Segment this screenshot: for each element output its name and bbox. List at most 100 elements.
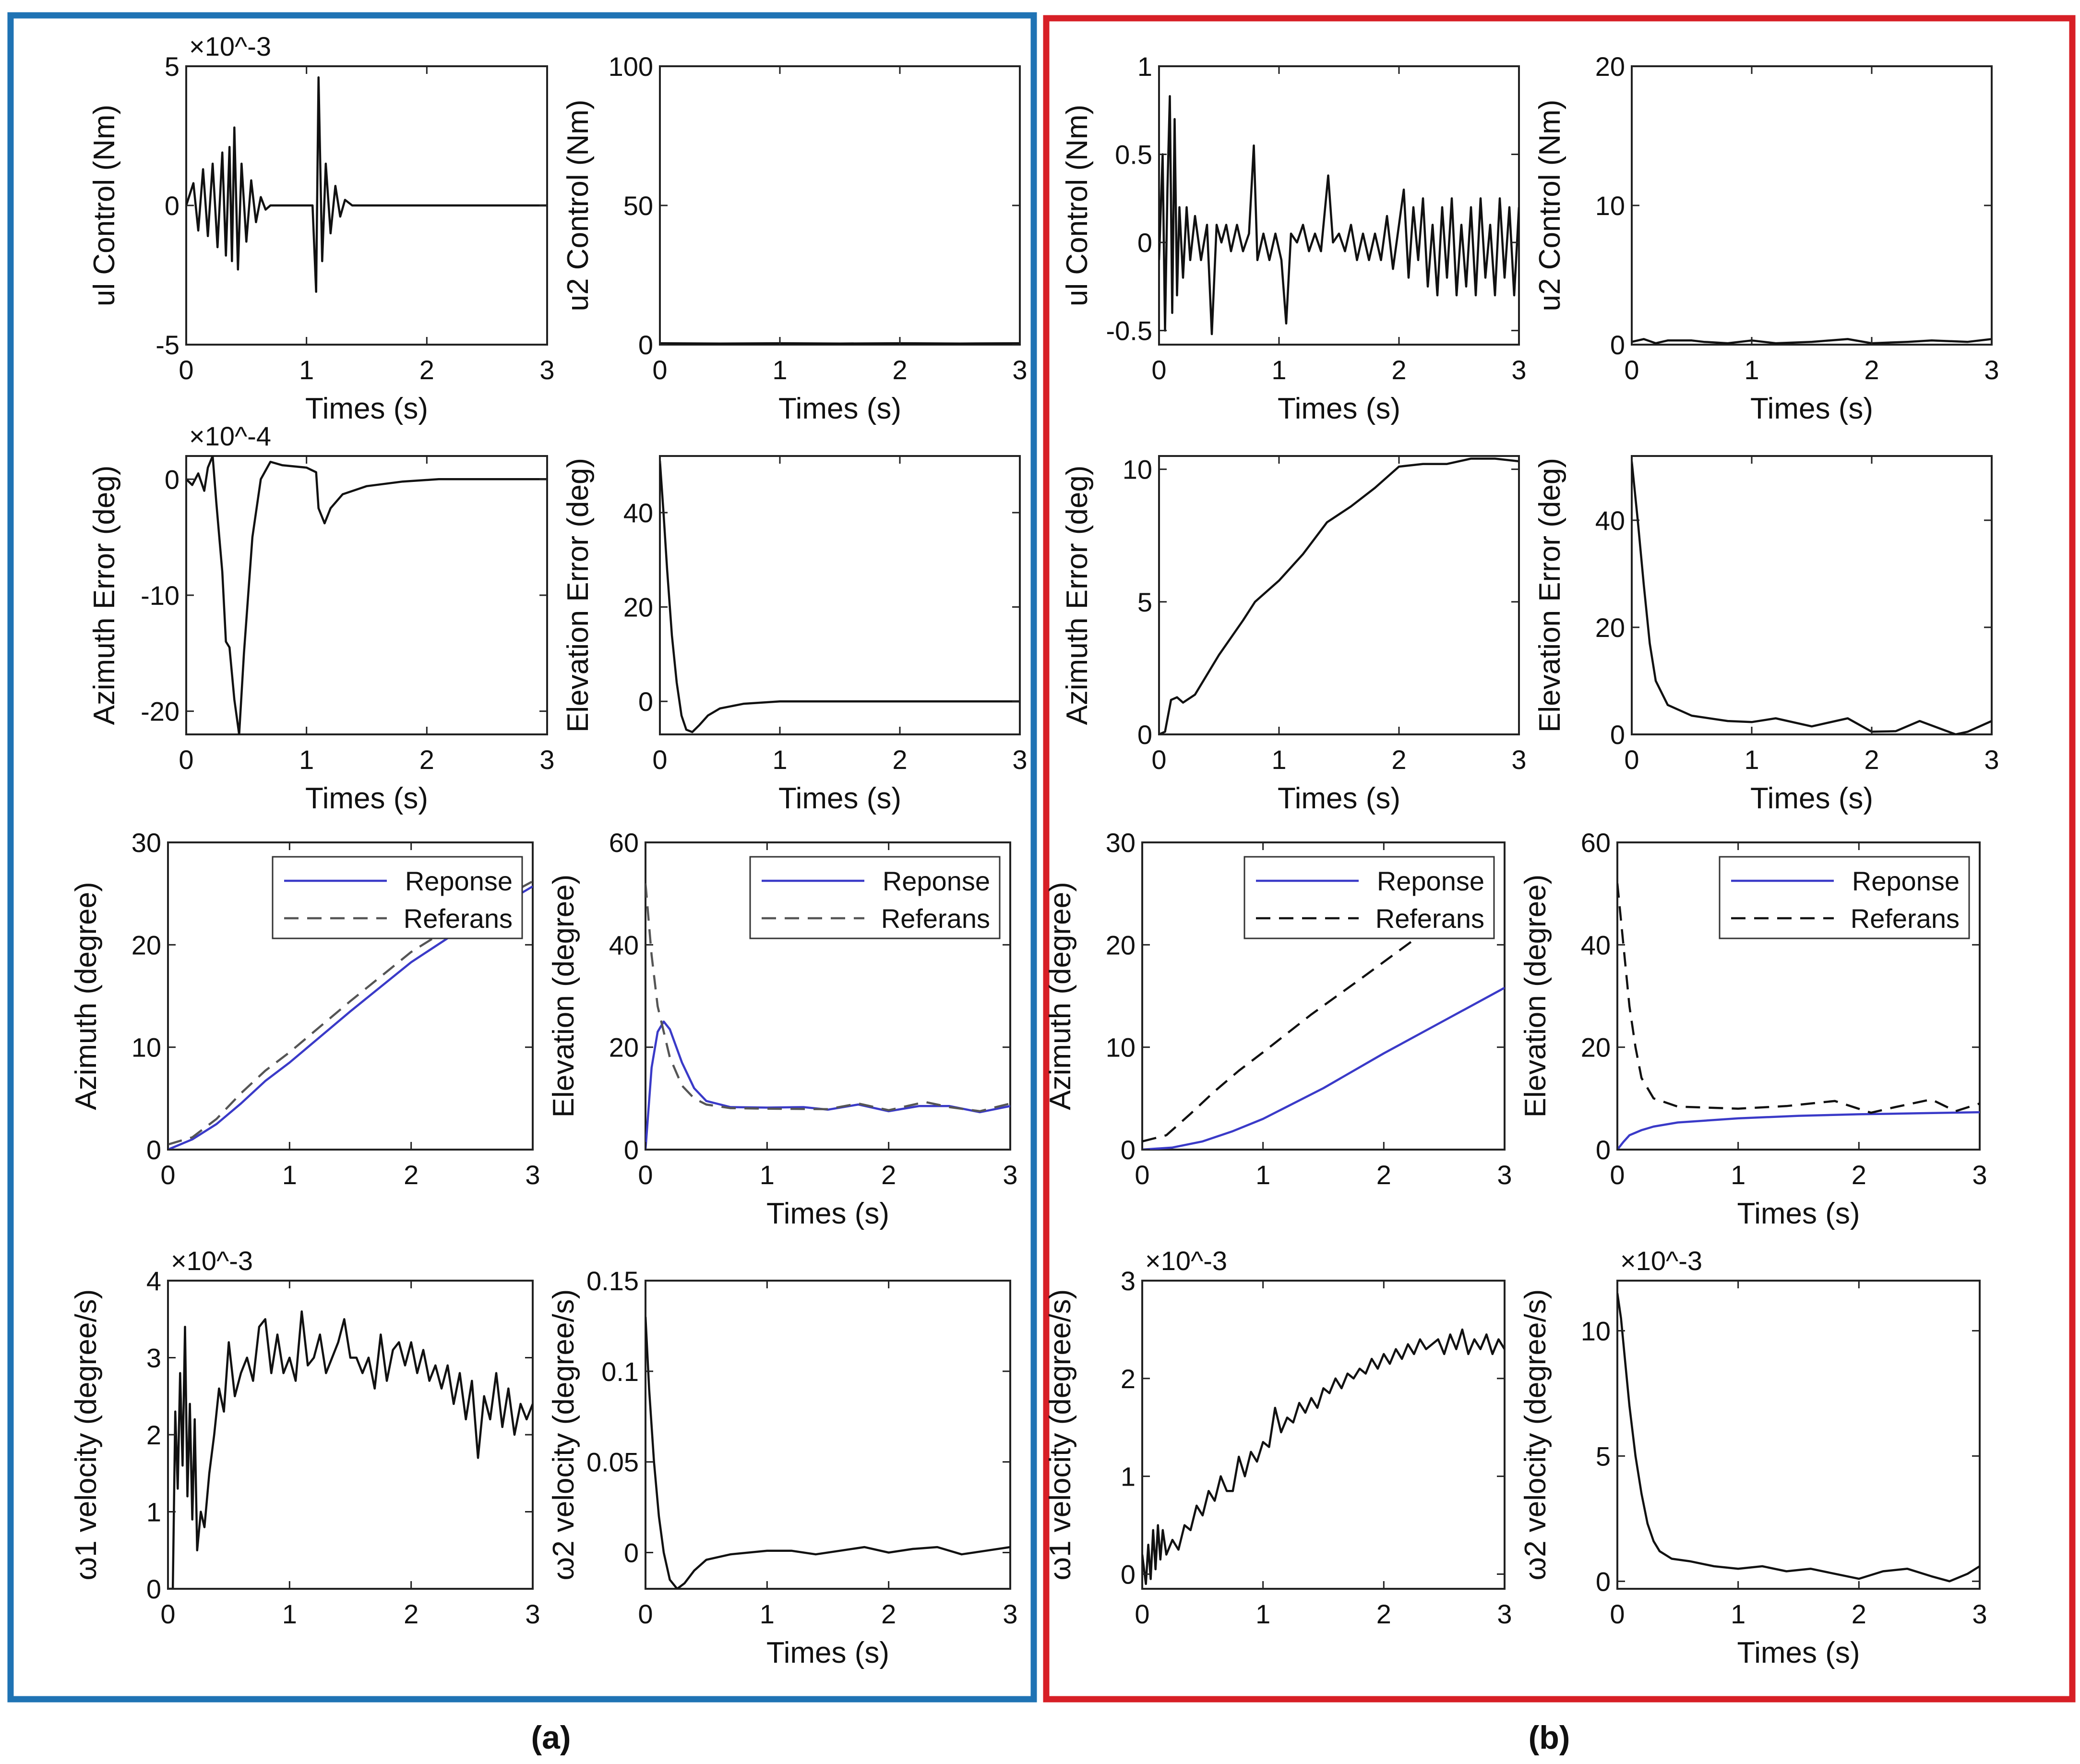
y-tick-label: 30	[1106, 828, 1136, 858]
x-tick-label: 3	[539, 355, 554, 385]
subplot-b-3: 0 1 2 3 0 5 10 Times (s) Azimuth Error (deg)	[1061, 455, 1527, 815]
series-line-w1	[1142, 1328, 1505, 1585]
y-tick-label: 2	[1121, 1364, 1136, 1394]
series-line-referans	[1617, 883, 1980, 1114]
y-tick-label: 0	[1121, 1559, 1136, 1589]
series-group	[186, 76, 547, 293]
axis-exponent: ×10^-3	[1145, 1246, 1227, 1276]
series-group	[1617, 1293, 1980, 1583]
y-tick-label: 30	[131, 828, 161, 858]
series-group	[1632, 461, 1992, 734]
y-axis-label: Azimuth Error (deg)	[88, 466, 121, 725]
x-tick-label: 2	[419, 355, 434, 385]
x-tick-label: 2	[404, 1160, 418, 1190]
x-axis-label: Times (s)	[1737, 1197, 1860, 1230]
series-group	[168, 1310, 533, 1589]
x-tick-label: 0	[1610, 1160, 1625, 1190]
series-line-azimuth-error	[1159, 457, 1519, 734]
x-tick-label: 0	[160, 1160, 175, 1190]
y-tick-label: 0	[638, 330, 653, 360]
plot-area	[659, 455, 1021, 735]
series-line-elevation-error	[1632, 461, 1992, 734]
series-line-azimuth-error	[186, 456, 547, 734]
x-tick-label: 0	[1624, 744, 1639, 775]
series-group	[1632, 338, 1992, 345]
legend-box	[272, 856, 523, 939]
series-line-reponse	[1617, 1111, 1980, 1150]
x-tick-label: 1	[760, 1599, 775, 1629]
plot-area	[1616, 1280, 1981, 1590]
x-axis-label: Times (s)	[778, 782, 901, 815]
y-tick-label: 0.05	[586, 1447, 639, 1477]
legend-box	[1243, 856, 1495, 939]
subplot-b-1: 0 1 2 3 -0.5 0 0.5 1 Times (s) ul Control (Nm)	[1061, 51, 1527, 425]
x-tick-label: 2	[404, 1599, 418, 1629]
y-tick-label: 40	[609, 930, 639, 960]
subplot-b-2: 0 1 2 3 0 10 20 Times (s) u2 Control (Nm)	[1533, 51, 1999, 425]
x-tick-label: 2	[892, 744, 907, 775]
x-tick-label: 2	[419, 744, 434, 775]
x-tick-label: 3	[1497, 1160, 1512, 1190]
series-group	[1142, 1328, 1505, 1585]
x-tick-label: 0	[1151, 744, 1166, 775]
x-tick-label: 3	[1972, 1599, 1987, 1629]
series-line-reponse	[168, 885, 533, 1150]
subplot-a-4: 0 1 2 3 0 20 40 Times (s) Elevation Error (deg)	[562, 455, 1028, 815]
x-tick-label: 1	[299, 355, 314, 385]
y-axis-label: ω2 velocity (degree/s)	[1519, 1289, 1552, 1581]
x-tick-label: 2	[1376, 1160, 1391, 1190]
y-axis-label: u2 Control (Nm)	[1533, 100, 1566, 312]
panel-b-border	[1043, 15, 2076, 1703]
x-tick-label: 1	[760, 1160, 775, 1190]
plot-area	[1631, 65, 1993, 346]
y-tick-label: 5	[165, 51, 179, 82]
x-tick-label: 0	[179, 744, 193, 775]
y-axis-label: ω1 velocity (degree/s)	[70, 1289, 103, 1581]
x-tick-label: 1	[1255, 1160, 1270, 1190]
legend: Reponse Referans	[749, 856, 1001, 939]
series-group	[646, 883, 1010, 1150]
series-group	[660, 342, 1020, 345]
x-tick-label: 2	[881, 1160, 896, 1190]
plot-area	[185, 455, 548, 735]
x-axis-label: Times (s)	[766, 1636, 889, 1669]
axis-exponent: ×10^-3	[1620, 1246, 1702, 1276]
x-tick-label: 0	[1135, 1599, 1149, 1629]
y-axis-label: ul Control (Nm)	[88, 105, 121, 306]
series-line-u2	[660, 342, 1020, 345]
y-tick-label: 40	[1595, 505, 1625, 536]
legend-label: Referans	[1851, 903, 1960, 934]
series-line-u1	[186, 76, 547, 293]
axis-exponent: ×10^-3	[189, 31, 271, 61]
subplot-b-8: 0 1 2 3 0 5 10 Times (s) ω2 velocity (degree/s) ×…	[1519, 1246, 1987, 1669]
y-tick-label: 0	[624, 1537, 639, 1568]
x-tick-label: 0	[1151, 355, 1166, 385]
y-axis-label: Azimuth (degree)	[70, 882, 103, 1110]
y-tick-label: 1	[146, 1497, 161, 1527]
x-axis-label: Times (s)	[305, 782, 428, 815]
x-tick-label: 0	[179, 355, 193, 385]
subplot-a-2: 0 1 2 3 0 50 100 Times (s) u2 Control (Nm)	[562, 51, 1028, 425]
x-tick-label: 1	[1744, 355, 1759, 385]
y-axis-label: ul Control (Nm)	[1061, 105, 1094, 306]
series-line-referans	[646, 883, 1010, 1113]
y-tick-label: 60	[1581, 828, 1611, 858]
x-tick-label: 3	[1984, 744, 1999, 775]
y-tick-label: -0.5	[1106, 316, 1153, 346]
x-tick-label: 0	[638, 1160, 653, 1190]
x-tick-label: 0	[160, 1599, 175, 1629]
legend-box	[1719, 856, 1970, 939]
x-tick-label: 1	[772, 355, 787, 385]
y-tick-label: -20	[141, 696, 179, 727]
x-tick-label: 3	[1984, 355, 1999, 385]
x-tick-label: 2	[1391, 355, 1406, 385]
x-tick-label: 3	[1003, 1160, 1017, 1190]
series-line-w2	[1617, 1293, 1980, 1583]
subplot-a-8: 0 1 2 3 0 0.05 0.1 0.15 Times (s) ω2 velocity (de…	[547, 1266, 1018, 1669]
x-tick-label: 3	[1511, 744, 1526, 775]
axis-exponent: ×10^-3	[171, 1246, 253, 1276]
y-axis-label: ω2 velocity (degree/s)	[547, 1289, 580, 1581]
